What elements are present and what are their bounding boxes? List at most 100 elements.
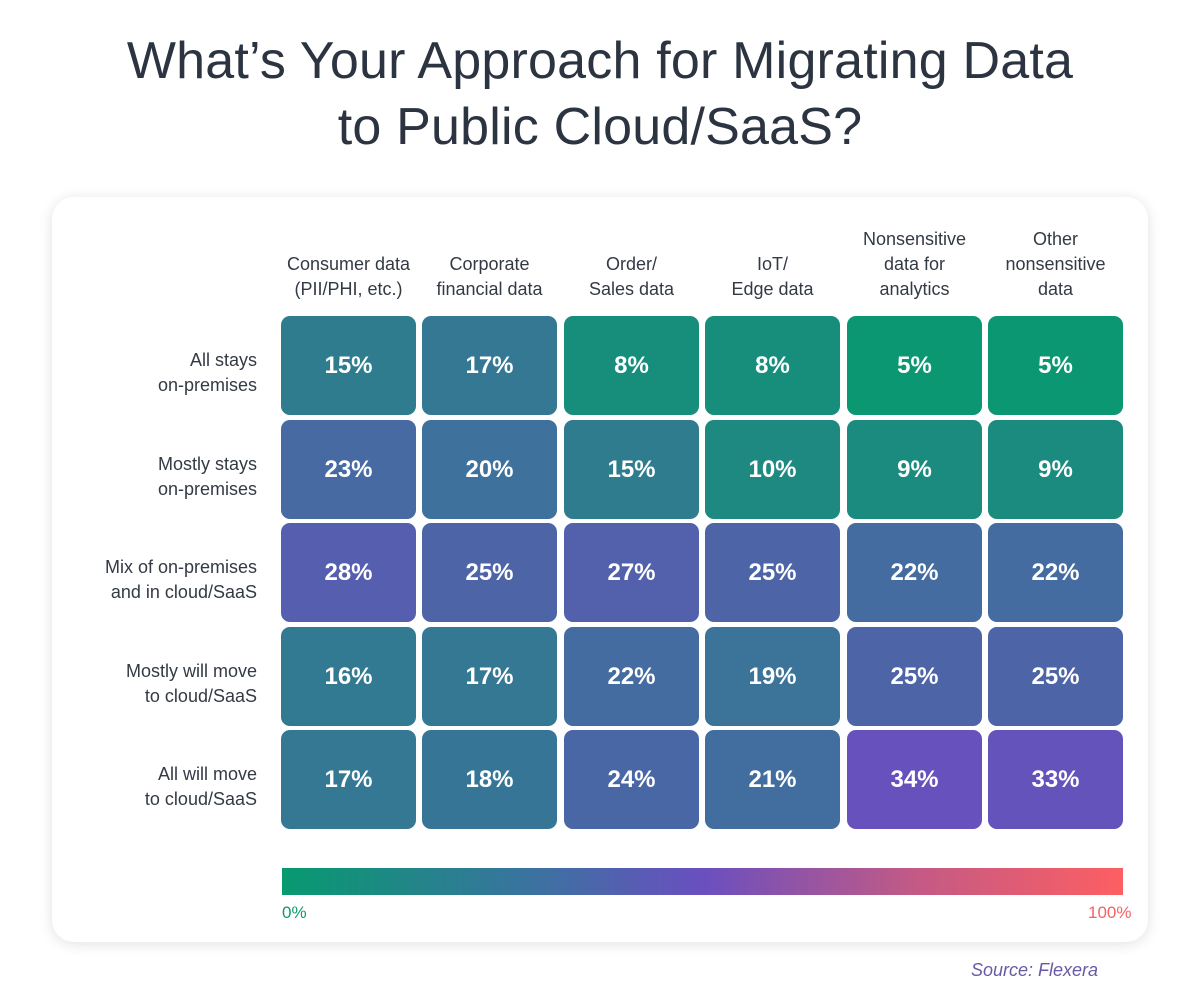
cell-value-label: 34% [890, 765, 939, 793]
row-header-line: All will move [157, 764, 257, 784]
cell-value-label: 28% [324, 558, 373, 586]
source-credit: Source: Flexera [970, 960, 1098, 980]
heatmap-cell: 25% [988, 627, 1123, 726]
heatmap-cell: 25% [422, 523, 557, 622]
cell-value-label: 5% [897, 351, 932, 379]
chart-title-line-1: What’s Your Approach for Migrating Data [126, 32, 1074, 90]
cell-value-label: 33% [1031, 765, 1080, 793]
column-header-line: Sales data [588, 279, 675, 299]
heatmap-cell: 34% [847, 730, 982, 829]
heatmap-cell: 9% [988, 420, 1123, 519]
heatmap-cell: 25% [847, 627, 982, 726]
column-header-line: Consumer data [286, 254, 411, 274]
heatmap-cell: 17% [281, 730, 416, 829]
column-header-line: Nonsensitive [862, 229, 967, 249]
row-header-line: to cloud/SaaS [144, 789, 257, 809]
heatmap-cell: 22% [564, 627, 699, 726]
row-header-5: All will move to cloud/SaaS [52, 762, 257, 812]
cell-value-label: 25% [748, 558, 797, 586]
row-header-line: to cloud/SaaS [144, 686, 257, 706]
row-header-line: on-premises [157, 375, 257, 395]
chart-title: What’s Your Approach for Migrating Data … [0, 28, 1200, 160]
column-header-line: Edge data [731, 279, 814, 299]
column-header-line: IoT/ [756, 254, 788, 274]
heatmap-cell: 16% [281, 627, 416, 726]
heatmap-cell: 25% [705, 523, 840, 622]
cell-value-label: 19% [748, 662, 797, 690]
cell-value-label: 20% [465, 455, 514, 483]
column-header-line: analytics [879, 279, 950, 299]
cell-value-label: 17% [324, 765, 373, 793]
column-header-4: IoT/Edge data [698, 252, 848, 302]
column-header-3: Order/Sales data [557, 252, 707, 302]
cell-value-label: 22% [890, 558, 939, 586]
heatmap-cell: 5% [847, 316, 982, 415]
column-header-line: nonsensitive [1005, 254, 1106, 274]
heatmap-cell: 27% [564, 523, 699, 622]
column-header-line: Other [1032, 229, 1079, 249]
cell-value-label: 15% [324, 351, 373, 379]
column-header-6: Other nonsensitive data [981, 227, 1131, 302]
cell-value-label: 17% [465, 351, 514, 379]
heatmap-cell: 33% [988, 730, 1123, 829]
row-header-line: Mostly will move [125, 661, 257, 681]
cell-value-label: 18% [465, 765, 514, 793]
cell-value-label: 24% [607, 765, 656, 793]
column-header-line: data [1037, 279, 1074, 299]
row-header-line: Mix of on-premises [104, 557, 257, 577]
color-scale-max-label: 100% [1088, 903, 1132, 922]
cell-value-label: 25% [1031, 662, 1080, 690]
column-header-line: data for [883, 254, 946, 274]
cell-value-label: 17% [465, 662, 514, 690]
heatmap-cell: 22% [847, 523, 982, 622]
cell-value-label: 10% [748, 455, 797, 483]
cell-value-label: 16% [324, 662, 373, 690]
heatmap-cell: 8% [705, 316, 840, 415]
row-header-line: and in cloud/SaaS [110, 582, 257, 602]
row-header-2: Mostly stays on-premises [52, 452, 257, 502]
cell-value-label: 5% [1038, 351, 1073, 379]
row-header-line: on-premises [157, 479, 257, 499]
heatmap-cell: 5% [988, 316, 1123, 415]
cell-value-label: 22% [607, 662, 656, 690]
column-header-5: Nonsensitive data for analytics [840, 227, 990, 302]
heatmap-cell: 10% [705, 420, 840, 519]
heatmap-cell: 24% [564, 730, 699, 829]
cell-value-label: 22% [1031, 558, 1080, 586]
column-header-line: Corporate [449, 254, 530, 274]
row-header-line: Mostly stays [157, 454, 257, 474]
row-header-3: Mix of on-premises and in cloud/SaaS [52, 555, 257, 605]
cell-value-label: 25% [890, 662, 939, 690]
heatmap-cell: 22% [988, 523, 1123, 622]
heatmap-cell: 21% [705, 730, 840, 829]
cell-value-label: 8% [614, 351, 649, 379]
heatmap-cell: 17% [422, 627, 557, 726]
heatmap-cell: 17% [422, 316, 557, 415]
heatmap-cell: 9% [847, 420, 982, 519]
cell-value-label: 27% [607, 558, 656, 586]
cell-value-label: 9% [1038, 455, 1073, 483]
column-header-1: Consumer data (PII/PHI, etc.) [274, 252, 424, 302]
cell-value-label: 15% [607, 455, 656, 483]
heatmap-cell: 18% [422, 730, 557, 829]
row-header-1: All stays on-premises [52, 348, 257, 398]
chart-title-line-2: to Public Cloud/SaaS? [337, 98, 863, 156]
column-header-line: Order/ [605, 254, 657, 274]
column-header-line: (PII/PHI, etc.) [294, 279, 403, 299]
heatmap-cell: 23% [281, 420, 416, 519]
cell-value-label: 21% [748, 765, 797, 793]
row-header-4: Mostly will move to cloud/SaaS [52, 659, 257, 709]
color-scale-min-label: 0% [282, 903, 307, 922]
heatmap-cell: 20% [422, 420, 557, 519]
row-header-line: All stays [189, 350, 257, 370]
heatmap-cell: 28% [281, 523, 416, 622]
heatmap-cell: 15% [281, 316, 416, 415]
heatmap-cell: 19% [705, 627, 840, 726]
cell-value-label: 23% [324, 455, 373, 483]
cell-value-label: 8% [755, 351, 790, 379]
column-header-line: financial data [436, 279, 543, 299]
heatmap-cell: 15% [564, 420, 699, 519]
column-header-2: Corporate financial data [415, 252, 565, 302]
heatmap-cell: 8% [564, 316, 699, 415]
color-scale-bar [282, 868, 1123, 895]
